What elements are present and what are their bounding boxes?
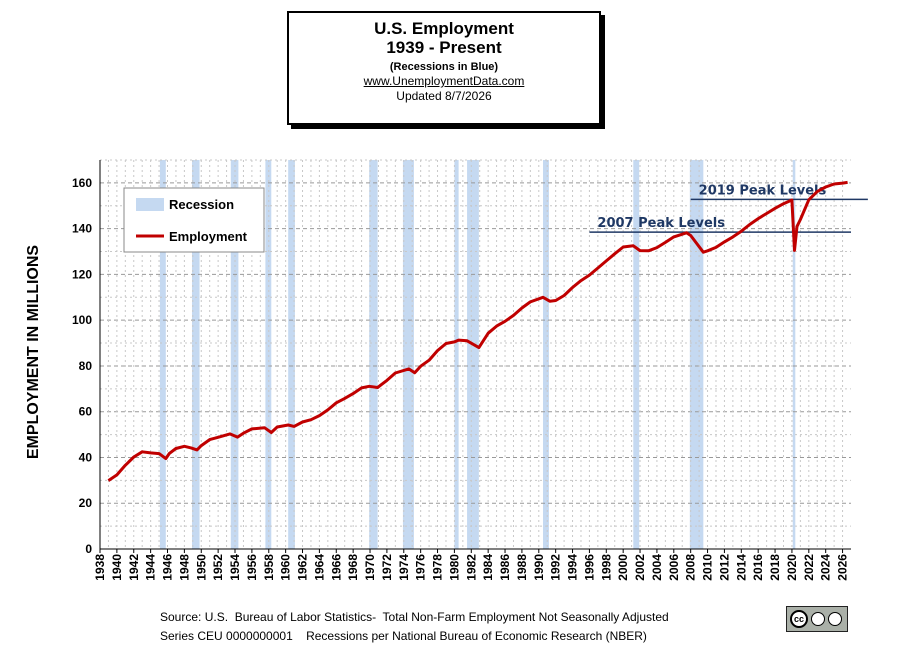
x-tick-1986: 1986	[498, 554, 512, 581]
x-tick-1998: 1998	[599, 554, 613, 581]
recession-band-7	[454, 160, 459, 549]
recession-band-3	[265, 160, 272, 549]
recession-band-1	[191, 160, 200, 549]
x-tick-1982: 1982	[464, 554, 478, 581]
recession-band-12	[792, 160, 796, 549]
legend: Recession Employment	[123, 187, 265, 253]
y-tick-120: 120	[72, 267, 92, 281]
sa-icon	[828, 612, 842, 626]
recession-band-5	[369, 160, 378, 549]
recession-band-0	[159, 160, 166, 549]
grid-lines	[100, 159, 851, 549]
x-tick-1978: 1978	[431, 554, 445, 581]
title-box: U.S. Employment 1939 - Present (Recessio…	[287, 11, 601, 125]
x-tick-2006: 2006	[667, 554, 681, 581]
legend-employment-label: Employment	[169, 229, 248, 244]
recession-band-11	[689, 160, 704, 549]
by-icon	[811, 612, 825, 626]
x-tick-1948: 1948	[177, 554, 191, 581]
recession-band-4	[288, 160, 295, 549]
x-tick-2026: 2026	[836, 554, 850, 581]
legend-recession-label: Recession	[169, 197, 234, 212]
x-tick-2016: 2016	[751, 554, 765, 581]
y-tick-labels: 0 20 40 60 80 100 120 140 160	[72, 176, 92, 556]
x-tick-1996: 1996	[582, 554, 596, 581]
series-line-employment	[107, 180, 848, 482]
website-link[interactable]: www.UnemploymentData.com	[363, 74, 525, 88]
x-tick-2002: 2002	[633, 554, 647, 581]
x-tick-1976: 1976	[414, 554, 428, 581]
x-tick-1970: 1970	[363, 554, 377, 581]
recession-band-9	[543, 160, 549, 549]
x-tick-1954: 1954	[228, 554, 242, 581]
recession-band-8	[467, 160, 479, 549]
legend-recession-swatch	[136, 198, 164, 211]
y-tick-140: 140	[72, 222, 92, 236]
x-tick-1974: 1974	[397, 554, 411, 581]
x-tick-1988: 1988	[515, 554, 529, 581]
x-tick-2018: 2018	[768, 554, 782, 581]
x-tick-1990: 1990	[532, 554, 546, 581]
recession-bands	[159, 160, 796, 549]
x-tick-1952: 1952	[211, 554, 225, 581]
x-tick-1950: 1950	[194, 554, 208, 581]
cc-icon: cc	[790, 610, 808, 628]
cc-by-sa-badge-icon[interactable]: cc	[786, 606, 848, 632]
recession-band-10	[633, 160, 640, 549]
x-tick-1992: 1992	[549, 554, 563, 581]
x-tick-2012: 2012	[717, 554, 731, 581]
recession-band-6	[402, 160, 414, 549]
x-tick-1980: 1980	[447, 554, 461, 581]
y-tick-20: 20	[79, 496, 93, 510]
recession-band-2	[230, 160, 239, 549]
x-tick-2022: 2022	[802, 554, 816, 581]
x-tick-1994: 1994	[566, 554, 580, 581]
updated-date: Updated 8/7/2026	[396, 89, 492, 103]
x-tick-2010: 2010	[701, 554, 715, 581]
reference-label-1: 2019 Peak Levels	[699, 183, 827, 198]
x-tick-1942: 1942	[127, 554, 141, 581]
x-tick-1972: 1972	[380, 554, 394, 581]
y-axis-label: EMPLOYMENT IN MILLIONS	[25, 245, 42, 460]
x-tick-1940: 1940	[110, 554, 124, 581]
reference-lines: 2007 Peak Levels 2019 Peak Levels	[589, 183, 868, 233]
x-tick-2014: 2014	[734, 554, 748, 581]
y-tick-100: 100	[72, 313, 92, 327]
x-tick-2020: 2020	[785, 554, 799, 581]
y-tick-80: 80	[79, 359, 93, 373]
x-tick-1968: 1968	[346, 554, 360, 581]
x-tick-1956: 1956	[245, 554, 259, 581]
chart-title: U.S. Employment	[374, 19, 514, 38]
x-tick-1984: 1984	[481, 554, 495, 581]
chart-subtitle: 1939 - Present	[386, 38, 502, 57]
x-tick-labels: 1938 1940 1942 1944 1946 1948 1950 1952 1954 1956…	[93, 549, 850, 581]
x-tick-1960: 1960	[279, 554, 293, 581]
x-tick-1966: 1966	[329, 554, 343, 581]
x-tick-1944: 1944	[144, 554, 158, 581]
x-tick-1958: 1958	[262, 554, 276, 581]
x-tick-2000: 2000	[616, 554, 630, 581]
x-tick-2004: 2004	[650, 554, 664, 581]
x-tick-2024: 2024	[819, 554, 833, 581]
y-tick-60: 60	[79, 405, 93, 419]
y-tick-0: 0	[85, 542, 92, 556]
y-tick-160: 160	[72, 176, 92, 190]
y-tick-40: 40	[79, 450, 93, 464]
source-note: Source: U.S. Bureau of Labor Statistics-…	[160, 608, 669, 646]
recession-note: (Recessions in Blue)	[389, 61, 499, 73]
source-line-2: Series CEU 0000000001 Recessions per Nat…	[160, 629, 647, 643]
x-tick-1964: 1964	[312, 554, 326, 581]
x-tick-1946: 1946	[161, 554, 175, 581]
axes	[99, 160, 851, 550]
x-tick-2008: 2008	[684, 554, 698, 581]
source-line-1: Source: U.S. Bureau of Labor Statistics-…	[160, 610, 669, 624]
reference-label-0: 2007 Peak Levels	[597, 216, 725, 231]
x-tick-1938: 1938	[93, 554, 107, 581]
x-tick-1962: 1962	[296, 554, 310, 581]
